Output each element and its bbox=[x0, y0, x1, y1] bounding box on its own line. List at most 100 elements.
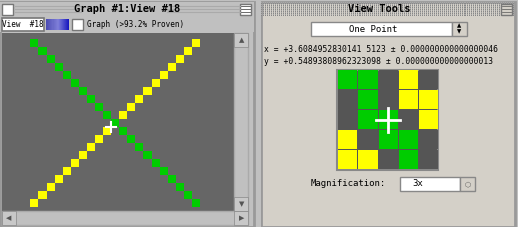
Bar bbox=[468, 15, 469, 16]
Bar bbox=[369, 11, 370, 12]
Bar bbox=[432, 7, 433, 8]
Bar bbox=[386, 15, 387, 16]
Bar bbox=[422, 7, 423, 8]
Bar bbox=[348, 3, 349, 4]
Bar bbox=[400, 11, 401, 12]
Bar bbox=[428, 15, 429, 16]
Bar bbox=[412, 3, 413, 4]
Bar bbox=[358, 130, 378, 149]
Bar bbox=[485, 15, 486, 16]
Bar bbox=[240, 4, 251, 15]
Bar bbox=[388, 11, 389, 12]
Bar bbox=[456, 9, 457, 10]
Bar bbox=[368, 7, 369, 8]
Bar bbox=[335, 15, 336, 16]
Bar bbox=[63, 71, 71, 79]
Bar bbox=[331, 13, 332, 14]
Bar bbox=[474, 5, 476, 6]
Bar bbox=[325, 5, 326, 6]
Bar bbox=[353, 13, 354, 14]
Bar bbox=[234, 211, 248, 225]
Bar bbox=[277, 13, 278, 14]
Bar bbox=[440, 5, 441, 6]
Bar bbox=[398, 7, 399, 8]
Bar bbox=[301, 9, 302, 10]
Bar bbox=[416, 13, 417, 14]
Bar bbox=[54, 175, 63, 183]
Text: ▼: ▼ bbox=[457, 30, 462, 35]
Bar bbox=[281, 7, 282, 8]
Bar bbox=[406, 9, 407, 10]
Bar bbox=[317, 7, 318, 8]
Bar bbox=[337, 13, 338, 14]
Bar bbox=[376, 5, 377, 6]
Bar bbox=[402, 3, 403, 4]
Bar bbox=[398, 9, 399, 10]
Bar bbox=[505, 3, 506, 4]
Bar bbox=[299, 3, 300, 4]
Bar bbox=[184, 47, 192, 55]
Bar bbox=[447, 7, 448, 8]
Bar bbox=[272, 15, 274, 16]
Bar bbox=[410, 9, 411, 10]
Bar bbox=[301, 13, 302, 14]
Bar bbox=[111, 119, 119, 127]
Bar bbox=[369, 9, 370, 10]
Bar bbox=[55, 19, 56, 30]
Bar bbox=[329, 7, 330, 8]
Bar bbox=[467, 3, 468, 4]
Bar bbox=[442, 3, 443, 4]
Bar bbox=[419, 70, 438, 89]
Bar bbox=[400, 15, 401, 16]
Bar bbox=[507, 11, 508, 12]
Bar bbox=[428, 11, 429, 12]
Bar bbox=[454, 11, 455, 12]
Bar bbox=[488, 13, 490, 14]
Bar bbox=[371, 7, 372, 8]
Bar bbox=[289, 3, 290, 4]
Bar bbox=[420, 11, 421, 12]
Bar bbox=[406, 3, 407, 4]
Bar bbox=[337, 7, 338, 8]
Bar bbox=[378, 3, 379, 4]
Bar bbox=[384, 11, 385, 12]
Bar bbox=[458, 5, 459, 6]
Bar bbox=[313, 5, 314, 6]
Bar bbox=[418, 5, 419, 6]
Bar bbox=[311, 11, 312, 12]
Bar bbox=[357, 7, 358, 8]
Bar bbox=[351, 5, 352, 6]
Bar bbox=[327, 3, 328, 4]
Bar bbox=[263, 11, 264, 12]
Bar bbox=[2, 211, 16, 225]
Bar bbox=[394, 15, 395, 16]
Bar bbox=[434, 11, 435, 12]
Bar bbox=[467, 15, 468, 16]
Bar bbox=[483, 9, 484, 10]
Bar bbox=[87, 95, 95, 103]
Bar bbox=[438, 5, 439, 6]
Bar bbox=[359, 9, 361, 10]
Text: ▲: ▲ bbox=[457, 24, 462, 29]
Bar bbox=[311, 2, 312, 16]
Bar bbox=[468, 2, 469, 16]
Bar bbox=[400, 177, 461, 191]
Bar bbox=[323, 11, 324, 12]
Bar bbox=[382, 13, 383, 14]
Bar bbox=[297, 5, 298, 6]
Bar bbox=[333, 7, 334, 8]
Bar bbox=[309, 2, 310, 16]
Bar bbox=[275, 7, 276, 8]
Bar bbox=[420, 5, 421, 6]
Bar bbox=[376, 3, 377, 4]
Bar bbox=[477, 9, 478, 10]
Bar bbox=[398, 13, 399, 14]
Bar bbox=[426, 15, 427, 16]
Bar bbox=[410, 11, 411, 12]
Bar bbox=[501, 13, 502, 14]
Bar bbox=[402, 9, 403, 10]
Bar bbox=[472, 15, 473, 16]
Bar bbox=[399, 70, 418, 89]
Bar bbox=[380, 2, 381, 16]
Bar bbox=[353, 5, 354, 6]
